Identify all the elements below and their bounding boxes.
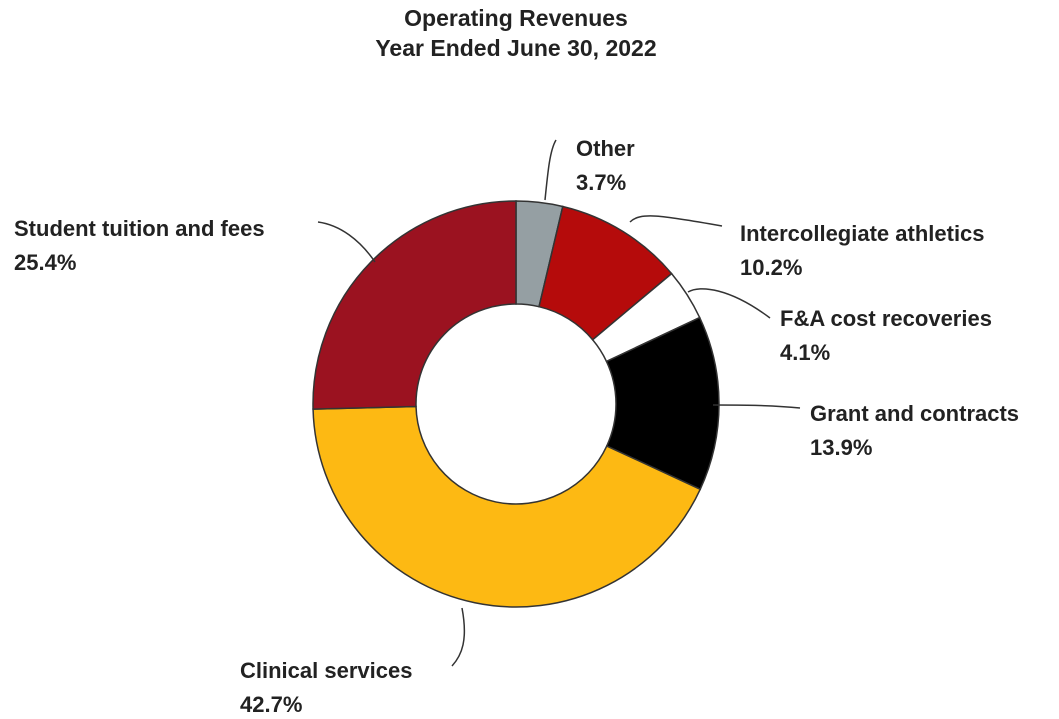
slice-value: 25.4% (14, 250, 76, 275)
slice-value: 42.7% (240, 692, 302, 717)
slice-label: Grant and contracts (810, 401, 1019, 426)
leader-line (712, 404, 801, 409)
slice-value: 10.2% (740, 255, 802, 280)
leader-line (629, 215, 723, 227)
slice-label: Clinical services (240, 658, 412, 683)
leader-line (687, 288, 771, 319)
leader-line (317, 221, 376, 263)
slice-label: Student tuition and fees (14, 216, 265, 241)
chart-subtitle: Year Ended June 30, 2022 (375, 35, 656, 61)
leader-line (451, 607, 466, 667)
slice-label: F&A cost recoveries (780, 306, 992, 331)
slice-value: 13.9% (810, 435, 872, 460)
slice-label: Intercollegiate athletics (740, 221, 985, 246)
slice-label: Other (576, 136, 635, 161)
leader-line (544, 139, 557, 201)
slice-value: 4.1% (780, 340, 830, 365)
slice-value: 3.7% (576, 170, 626, 195)
chart-title: Operating Revenues (404, 5, 628, 31)
donut-slice (312, 405, 702, 608)
donut-slice (312, 200, 517, 410)
